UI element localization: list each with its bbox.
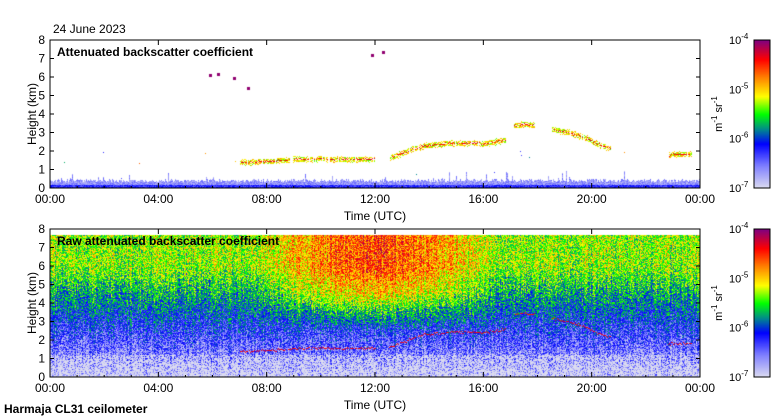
colorbar-tick-label: 10-6 (729, 131, 749, 146)
x-axis-label: Time (UTC) (344, 209, 406, 223)
x-tick-label: 16:00 (468, 192, 498, 206)
y-tick-label: 3 (38, 126, 45, 140)
panel-title: Attenuated backscatter coefficient (57, 45, 253, 59)
x-tick-label: 00:00 (35, 381, 65, 395)
y-tick-label: 1 (38, 163, 45, 177)
panel-title: Raw attenuated backscatter coefficient (57, 234, 279, 248)
x-tick-label: 00:00 (685, 192, 715, 206)
x-tick-label: 08:00 (252, 381, 282, 395)
colorbar-bottom (754, 229, 770, 377)
x-tick-label: 12:00 (360, 381, 390, 395)
x-tick-label: 04:00 (143, 192, 173, 206)
y-tick-label: 8 (38, 33, 45, 47)
backscatter-heatmap (50, 40, 700, 188)
y-tick-label: 7 (38, 241, 45, 255)
colorbar-frame (753, 39, 771, 189)
station-label: Harmaja CL31 ceilometer (4, 402, 148, 416)
date-label: 24 June 2023 (53, 22, 126, 36)
y-tick-label: 0 (38, 370, 45, 384)
colorbar-frame (753, 228, 771, 378)
x-tick-label: 20:00 (577, 192, 607, 206)
y-tick-label: 6 (38, 70, 45, 84)
plot-frame (49, 228, 701, 378)
x-tick-label: 04:00 (143, 381, 173, 395)
y-tick-label: 3 (38, 315, 45, 329)
colorbar-tick-label: 10-7 (729, 369, 749, 384)
x-tick-label: 20:00 (577, 381, 607, 395)
y-tick-label: 1 (38, 352, 45, 366)
x-tick-label: 08:00 (252, 192, 282, 206)
y-tick-label: 7 (38, 52, 45, 66)
colorbar-tick-label: 10-4 (729, 32, 749, 47)
y-tick-label: 0 (38, 181, 45, 195)
colorbar-tick-label: 10-7 (729, 180, 749, 195)
y-axis-label: Height (km) (25, 83, 39, 145)
y-tick-label: 6 (38, 259, 45, 273)
x-tick-label: 12:00 (360, 192, 390, 206)
y-tick-label: 5 (38, 278, 45, 292)
raw-backscatter-heatmap (50, 229, 700, 377)
y-tick-label: 8 (38, 222, 45, 236)
y-tick-label: 2 (38, 144, 45, 158)
colorbar-tick-label: 10-6 (729, 320, 749, 335)
x-tick-label: 00:00 (685, 381, 715, 395)
colorbar-tick-label: 10-5 (729, 81, 749, 96)
x-axis-label: Time (UTC) (344, 398, 406, 412)
colorbar-unit-label: m-1 sr-1 (710, 96, 725, 132)
plot-frame (49, 39, 701, 189)
y-tick-label: 2 (38, 333, 45, 347)
colorbar-top (754, 40, 770, 188)
y-tick-label: 4 (38, 107, 45, 121)
y-tick-label: 4 (38, 296, 45, 310)
x-tick-label: 00:00 (35, 192, 65, 206)
y-axis-label: Height (km) (25, 272, 39, 334)
x-tick-label: 16:00 (468, 381, 498, 395)
y-tick-label: 5 (38, 89, 45, 103)
colorbar-tick-label: 10-5 (729, 270, 749, 285)
colorbar-unit-label: m-1 sr-1 (710, 285, 725, 321)
colorbar-tick-label: 10-4 (729, 221, 749, 236)
